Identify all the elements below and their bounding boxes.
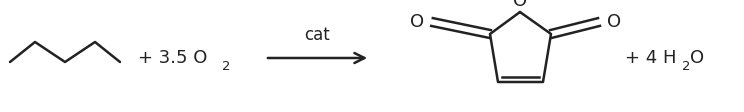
Text: + 3.5 O: + 3.5 O bbox=[138, 49, 208, 67]
Text: 2: 2 bbox=[682, 59, 690, 72]
Text: cat: cat bbox=[304, 26, 330, 44]
Text: O: O bbox=[690, 49, 704, 67]
Text: + 4 H: + 4 H bbox=[625, 49, 676, 67]
Text: O: O bbox=[607, 13, 621, 31]
Text: O: O bbox=[513, 0, 527, 10]
Text: O: O bbox=[410, 13, 424, 31]
Text: 2: 2 bbox=[222, 59, 231, 72]
